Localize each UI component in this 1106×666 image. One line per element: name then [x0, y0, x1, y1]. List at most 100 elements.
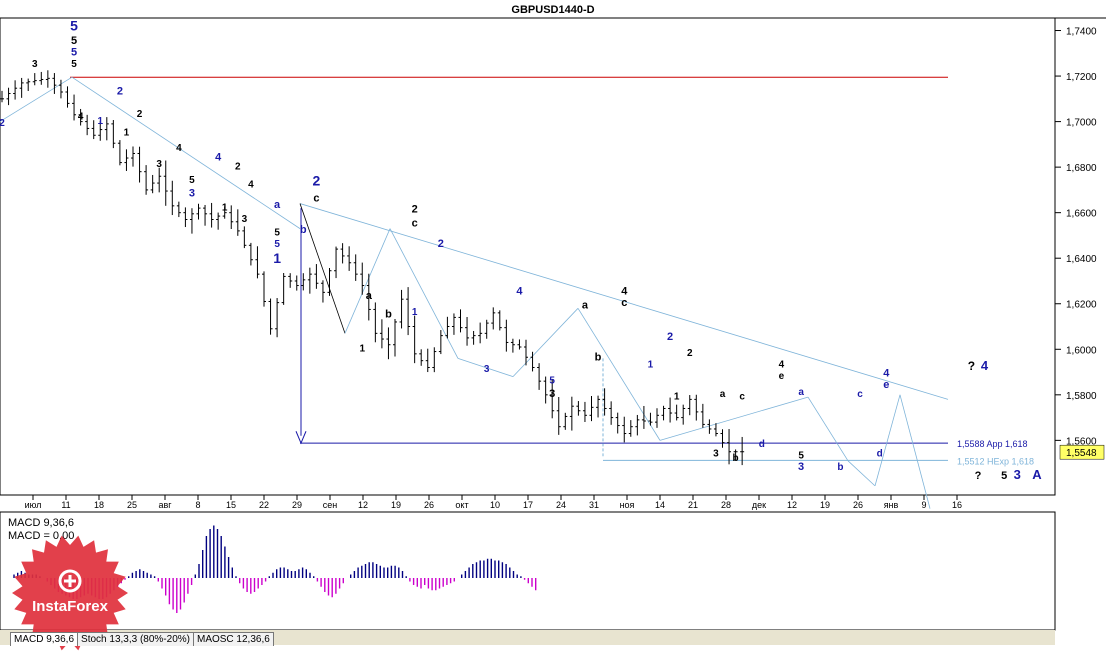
wave-label: d — [759, 439, 765, 450]
wave-label: 1 — [412, 307, 418, 318]
arrow-head — [295, 431, 307, 445]
y-tick-label: 1,7000 — [1066, 118, 1097, 129]
x-tick-label: 29 — [292, 500, 302, 510]
wave-label: 1 — [273, 250, 281, 266]
wave-label: 1 — [222, 202, 228, 213]
wave-line — [874, 394, 901, 486]
x-tick-label: ноя — [620, 500, 635, 510]
wave-line — [512, 308, 579, 377]
x-tick-label: 14 — [655, 500, 665, 510]
x-tick-label: 16 — [952, 500, 962, 510]
wave-label: c — [857, 389, 863, 400]
x-tick-label: 21 — [688, 500, 698, 510]
y-tick-label: 1,5800 — [1066, 391, 1097, 402]
trend-lines — [0, 76, 949, 509]
wave-label: 1 — [648, 359, 654, 370]
x-tick-label: 26 — [853, 500, 863, 510]
wave-label: 4 — [78, 111, 84, 122]
wave-label: ? — [975, 470, 982, 482]
level-label: 1,5588 App 1,618 — [957, 439, 1028, 449]
wave-label: 3 — [32, 59, 38, 70]
indicator-label: MACD 9,36,6 — [8, 517, 74, 529]
wave-line — [389, 228, 459, 359]
wave-line — [847, 460, 876, 487]
wave-label: 2 — [137, 109, 143, 120]
wave-label: 3 — [549, 388, 555, 400]
x-tick-label: 24 — [556, 500, 566, 510]
wave-label: c — [412, 217, 418, 229]
wave-label: 2 — [313, 172, 321, 188]
x-tick-label: 12 — [787, 500, 797, 510]
logo-text: InstaForex — [32, 598, 109, 615]
y-tick-label: 1,6800 — [1066, 163, 1097, 174]
wave-line — [899, 394, 931, 509]
wave-label: 5 — [274, 227, 280, 238]
wave-label: 5 — [1001, 470, 1007, 482]
wave-label: 3 — [189, 188, 195, 200]
wave-label: b — [733, 453, 739, 464]
wave-label: 3 — [798, 461, 804, 473]
x-tick-label: 11 — [61, 500, 70, 510]
y-tick-label: 1,6600 — [1066, 209, 1097, 220]
wave-label: 4 — [176, 143, 182, 154]
wave-label: 4 — [883, 368, 890, 380]
y-axis: 1,7400 1,7200 1,7000 1,6800 1,6600 1,6400 1,62… — [1055, 27, 1097, 447]
wave-label: a — [366, 290, 373, 302]
wave-line — [0, 76, 73, 122]
wave-label: 5 — [70, 18, 78, 34]
wave-label: 4 — [215, 151, 222, 163]
tab-maosc[interactable]: MAOSC 12,36,6 — [192, 632, 274, 646]
wave-label: 2 — [687, 348, 693, 359]
wave-label: 5 — [71, 59, 77, 70]
wave-label: 4 — [779, 359, 785, 370]
tab-stoch[interactable]: Stoch 13,3,3 (80%-20%) — [77, 632, 194, 646]
wave-label: 5 — [798, 451, 804, 462]
price-bars — [0, 70, 745, 466]
price-tag-box — [1059, 444, 1105, 460]
wave-label: a — [274, 199, 281, 211]
wave-line — [344, 228, 391, 334]
tab-macd[interactable]: MACD 9,36,6 — [10, 632, 79, 646]
current-price-tag: 1,5548 — [1059, 444, 1105, 460]
wave-label: d — [877, 448, 883, 459]
x-tick-label: 18 — [94, 500, 104, 510]
x-axis: июл 11 18 25 авг 8 15 22 29 сен 12 19 26 окт 10 17 24 31 н… — [25, 495, 962, 510]
x-tick-label: янв — [884, 500, 899, 510]
wave-label: b — [300, 224, 307, 236]
x-tick-label: 9 — [921, 500, 926, 510]
horizontal-levels: 1,5588 App 1,618 1,5512 НExp 1,618 — [70, 76, 1034, 466]
indicator-value: MACD = 0,00 — [8, 530, 74, 542]
wave-label: c — [621, 297, 627, 309]
x-tick-label: авг — [158, 500, 172, 510]
wave-label: 2 — [412, 204, 418, 216]
wave-label: a — [582, 299, 589, 311]
wave-line — [577, 308, 661, 441]
y-tick-label: 1,6200 — [1066, 300, 1097, 311]
x-tick-label: окт — [455, 500, 468, 510]
chart-title: GBPUSD1440-D — [511, 4, 594, 16]
wave-label: 1 — [674, 391, 680, 402]
wave-label: b — [837, 462, 843, 473]
wave-label: ? — [968, 359, 975, 373]
wave-line — [457, 358, 514, 377]
wave-label: 1 — [124, 127, 130, 138]
wave-label: 3 — [242, 214, 248, 225]
x-tick-label: 22 — [259, 500, 269, 510]
wave-label: a — [720, 389, 726, 400]
wave-label: A — [1032, 467, 1042, 482]
wave-line — [71, 76, 301, 229]
level-label: 1,5512 НExp 1,618 — [957, 456, 1034, 466]
wave-label: a — [798, 387, 804, 398]
y-tick-label: 1,6000 — [1066, 345, 1097, 356]
wave-label: 4 — [981, 358, 989, 373]
wave-label: c — [313, 192, 319, 204]
channel-line — [299, 203, 949, 400]
x-tick-label: 19 — [391, 500, 401, 510]
x-tick-label: 26 — [424, 500, 434, 510]
wave-label: 3 — [713, 448, 719, 459]
wave-label: 3 — [156, 159, 162, 170]
y-tick-label: 1,5600 — [1066, 436, 1097, 447]
wave-label: b — [385, 308, 392, 320]
wave-label: 5 — [549, 375, 555, 386]
